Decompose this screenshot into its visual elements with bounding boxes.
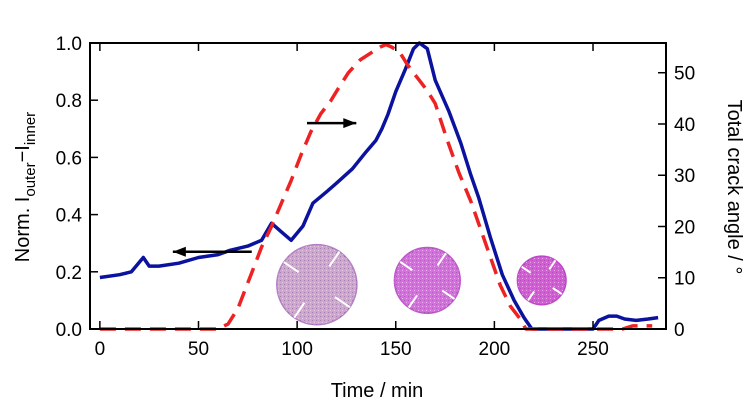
sample-disc-large-crack [328,251,341,268]
arrow-annotation-2 [306,118,357,129]
y-axis-label-left: Norm. Iouter−Iinner [12,112,39,262]
arrow-head [172,246,186,257]
y-left-label-sub2: inner [22,112,39,145]
y-left-tick-label: 0.4 [56,206,83,227]
x-tick-label: 0 [95,339,106,360]
sample-disc-medium-texture [394,247,461,314]
y-left-label-mid: −I [12,145,34,162]
crack-angle-line [99,42,653,331]
sample-disc-large [276,243,358,326]
y-left-tick-label: 0.0 [56,320,82,341]
sample-disc-medium-crack [436,252,447,267]
sample-disc-small-crack [521,265,532,274]
y-left-tick-label: 0.2 [56,263,82,284]
sample-disc-small-crack [552,287,563,295]
x-tick-label: 50 [188,339,209,360]
series-layer [99,41,659,331]
x-tick-label: 200 [479,339,511,360]
arrow-annotation-1 [172,246,252,257]
y-right-tick-label: 40 [674,115,695,136]
y-right-tick-label: 30 [674,166,695,187]
sample-disc-medium-crack [441,289,456,300]
sample-disc-medium-crack [407,294,418,309]
x-tick-label: 150 [380,339,412,360]
y-right-tick-label: 0 [674,320,685,341]
x-tick-label: 250 [577,339,609,360]
y-left-label-sub1: outer [22,162,39,196]
arrow-head [343,118,357,129]
y-right-tick-label: 20 [674,217,695,238]
x-axis-label: Time / min [331,380,424,402]
y-left-tick-label: 0.8 [56,91,82,112]
sample-disc-large-crack [334,296,351,309]
sample-disc-small-crack [548,259,557,270]
y-right-tick-label: 10 [674,269,695,290]
sample-disc-large-crack [283,261,300,274]
axis-ticks: 0 50 100 150 200 250 0.0 0.2 0.4 0.6 0.8 1.0 0 10 20 30… [56,34,696,360]
annotations [172,118,357,257]
sample-disc-large-crack [293,302,306,319]
y-axis-label-right: Total crack angle / ° [723,100,745,275]
x-tick-label: 100 [281,339,313,360]
sample-disc-medium [393,246,461,315]
intensity-line [99,41,659,331]
inset-images [276,243,567,326]
y-right-tick-label: 50 [674,64,695,85]
plot-frame [89,42,667,330]
y-left-tick-label: 0.6 [56,148,82,169]
sample-disc-medium-crack [399,260,413,271]
sample-disc-small-texture [517,256,567,305]
sample-disc-large-texture [276,244,357,325]
y-left-label-main: Norm. I [12,197,34,263]
y-left-tick-label: 1.0 [56,34,82,55]
sample-disc-small [516,255,567,306]
sample-disc-small-crack [527,290,536,302]
